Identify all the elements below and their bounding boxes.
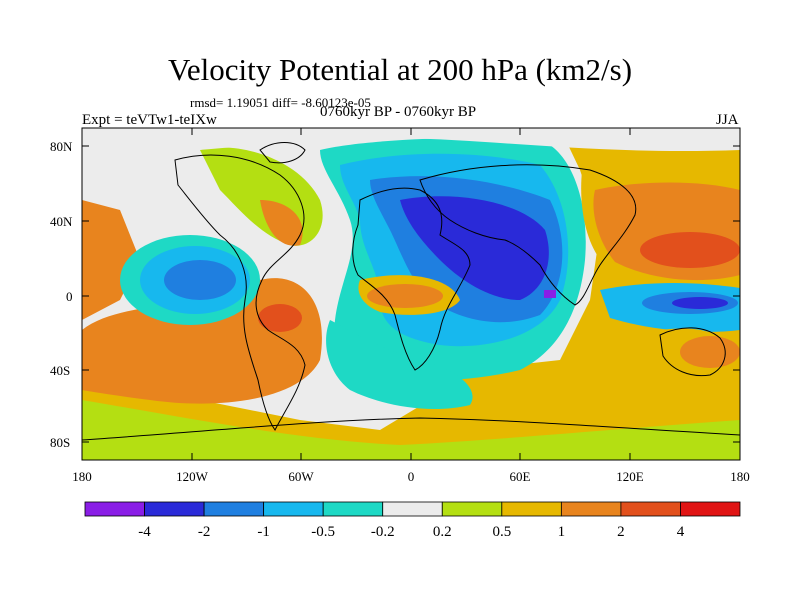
field-aus-orange bbox=[680, 336, 740, 368]
lat-label-40s: 40S bbox=[50, 363, 70, 378]
field-arctic-grey bbox=[82, 128, 740, 160]
coast-asia bbox=[419, 164, 637, 306]
colorbar-swatch bbox=[501, 501, 562, 517]
colorbar-label: 1 bbox=[558, 524, 566, 540]
field-twpac-darkblue bbox=[672, 297, 728, 309]
lat-label-80n: 80N bbox=[50, 139, 73, 154]
colorbar-swatch bbox=[84, 501, 145, 517]
lon-label-60e: 60E bbox=[510, 469, 531, 484]
field-south-green bbox=[82, 400, 740, 460]
colorbar-swatch bbox=[263, 501, 324, 517]
colorbar-labels: -4 -2 -1 -0.5 -0.2 0.2 0.5 1 2 4 bbox=[138, 524, 684, 540]
period-label: 0760kyr BP - 0760kyr BP bbox=[320, 104, 477, 120]
coast-greenland bbox=[259, 142, 306, 164]
colorbar-label: 0.5 bbox=[492, 524, 511, 540]
colorbar-label: -0.2 bbox=[371, 524, 395, 540]
lat-label-40n: 40N bbox=[50, 214, 73, 229]
lon-label-60w: 60W bbox=[288, 469, 314, 484]
lon-label-180w: 180 bbox=[72, 469, 92, 484]
colorbar-label: 0.2 bbox=[433, 524, 452, 540]
field-east-purple bbox=[544, 290, 556, 298]
colorbar-swatch bbox=[382, 501, 443, 517]
colorbar-swatch bbox=[144, 501, 205, 517]
colorbar-label: -0.5 bbox=[311, 524, 335, 540]
colorbar-label: -2 bbox=[198, 524, 211, 540]
coast-antarctica bbox=[82, 417, 740, 441]
field-africa-orange bbox=[367, 284, 443, 308]
colorbar-label: 2 bbox=[617, 524, 625, 540]
colorbar-swatch bbox=[322, 501, 384, 517]
colorbar-label: -1 bbox=[257, 524, 270, 540]
coastlines bbox=[82, 142, 740, 441]
experiment-label: Expt = teVTw1-teIXw bbox=[82, 112, 217, 128]
colorbar-swatch bbox=[441, 501, 503, 517]
coast-europe-africa bbox=[352, 187, 471, 371]
lat-label-80s: 80S bbox=[50, 435, 70, 450]
axis-ticks bbox=[82, 128, 740, 460]
lat-label-0: 0 bbox=[66, 289, 73, 304]
lon-label-180e: 180 bbox=[730, 469, 750, 484]
colorbar-swatch bbox=[620, 501, 681, 517]
coast-australia bbox=[659, 327, 726, 377]
field-pacific-blue bbox=[164, 260, 236, 300]
contour-field bbox=[82, 128, 740, 460]
field-satlantic-cyan bbox=[326, 320, 473, 410]
field-westpac-orange bbox=[82, 200, 140, 320]
colorbar-swatch bbox=[680, 501, 741, 517]
colorbar-label: -4 bbox=[138, 524, 151, 540]
rmsd-diff-stats: rmsd= 1.19051 diff= -8.60123e-05 bbox=[190, 95, 371, 110]
coast-americas bbox=[174, 154, 306, 431]
colorbar bbox=[84, 501, 741, 517]
lon-label-120e: 120E bbox=[616, 469, 644, 484]
field-east-darkblue bbox=[400, 196, 549, 300]
colorbar-label: 4 bbox=[677, 524, 685, 540]
colorbar-swatch bbox=[560, 501, 622, 517]
lon-label-120w: 120W bbox=[176, 469, 209, 484]
field-wpac-red bbox=[640, 232, 740, 268]
field-namerica-orange bbox=[260, 200, 303, 246]
field-south-red bbox=[258, 304, 302, 332]
colorbar-swatch bbox=[203, 501, 265, 517]
lon-label-0: 0 bbox=[408, 469, 415, 484]
season-label: JJA bbox=[716, 112, 739, 128]
map-title: Velocity Potential at 200 hPa (km2/s) bbox=[167, 52, 633, 87]
